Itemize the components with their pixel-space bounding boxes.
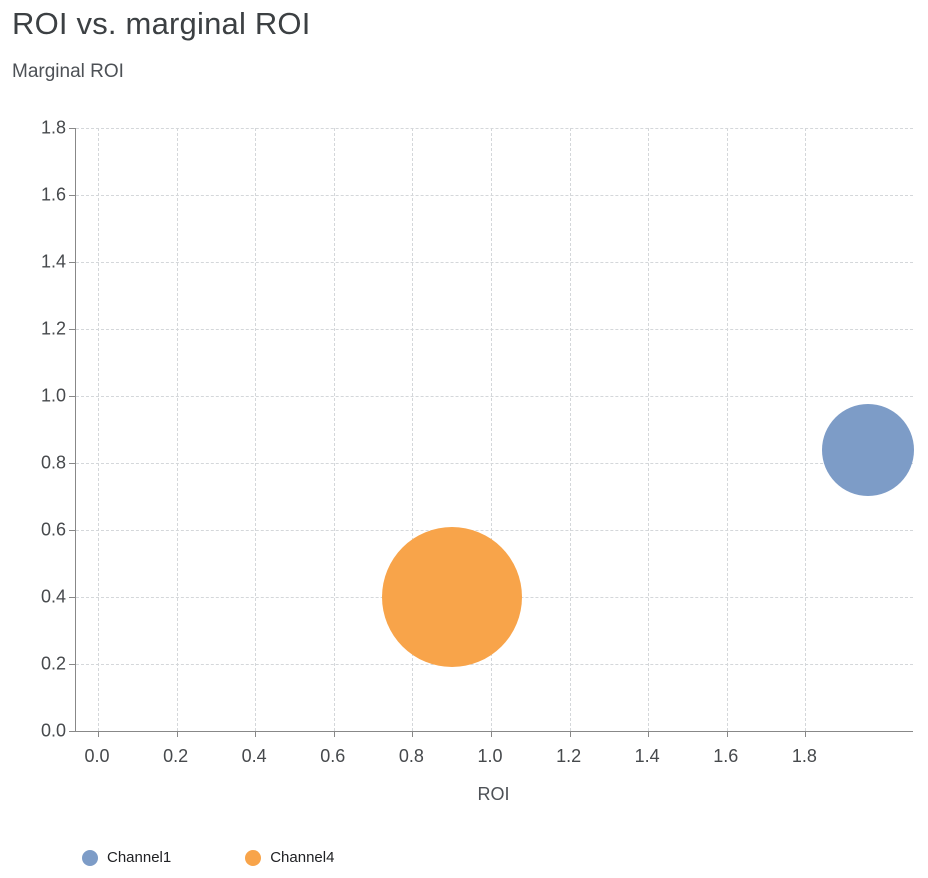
bubble-channel4[interactable] [381,527,522,667]
y-tick-label: 1.8 [40,117,66,138]
gridline-horizontal [76,463,913,464]
x-tick-label: 1.0 [477,746,503,766]
x-tick-label: 1.2 [556,746,582,766]
gridline-horizontal [76,664,913,665]
x-tick-label: 0.4 [241,746,267,766]
y-tick-label: 0.0 [40,720,66,741]
y-axis-tick [69,664,75,665]
x-axis-tick [98,731,99,737]
y-axis-tick [69,329,75,330]
y-axis-tick [69,262,75,263]
y-tick-label: 1.2 [40,318,66,339]
gridline-vertical [176,128,178,731]
y-axis-tick [69,195,75,196]
x-axis-tick [726,731,728,737]
y-tick-label: 1.4 [40,251,66,272]
gridline-vertical [98,128,99,731]
chart-title: ROI vs. marginal ROI [12,6,311,41]
y-tick-label: 1.0 [40,385,66,406]
legend-item-channel4: Channel4 [245,849,334,866]
x-axis-tick [176,731,178,737]
x-tick-label: 0.2 [163,746,189,766]
y-axis-tick [69,396,75,397]
x-tick-label: 1.4 [634,746,660,766]
bubble-channel1[interactable] [822,403,915,496]
x-axis-tick [569,731,571,737]
y-axis-tick [69,597,75,598]
gridline-horizontal [76,195,913,196]
gridline-horizontal [76,530,913,531]
y-axis-tick [69,463,75,464]
gridline-vertical [726,128,728,731]
x-axis-tick [491,731,492,737]
legend: Channel1 Channel4 [82,849,334,866]
x-tick-label: 1.8 [791,746,817,766]
x-axis-tick [412,731,414,737]
y-axis-tick [69,128,75,129]
gridline-vertical [255,128,257,731]
x-axis-tick [648,731,650,737]
x-tick-label: 0.0 [84,746,110,766]
legend-swatch-icon [82,849,98,866]
x-axis-tick [333,731,335,737]
x-axis-tick [255,731,257,737]
gridline-horizontal [76,128,913,129]
y-tick-label: 1.6 [40,184,66,205]
y-tick-label: 0.4 [40,586,66,607]
x-tick-label: 0.8 [398,746,424,766]
gridline-vertical [648,128,650,731]
y-axis-tick [69,530,75,531]
y-axis-tick [69,731,75,732]
x-tick-label: 0.6 [320,746,346,766]
gridline-horizontal [76,262,913,263]
legend-swatch-icon [245,849,262,866]
x-axis-tick [805,731,807,737]
gridline-vertical [412,128,414,731]
gridline-horizontal [76,396,913,397]
legend-label: Channel1 [107,849,172,866]
x-tick-label: 1.6 [713,746,739,766]
y-axis-title: Marginal ROI [12,61,124,82]
gridline-vertical [569,128,571,731]
legend-item-channel1: Channel1 [82,849,171,866]
gridline-vertical [491,128,492,731]
gridline-vertical [805,128,807,731]
legend-label: Channel4 [270,849,335,866]
y-tick-label: 0.6 [40,519,66,540]
y-tick-label: 0.2 [40,653,66,674]
x-axis-title: ROI [477,784,510,804]
gridline-vertical [333,128,335,731]
plot-area [69,128,915,737]
gridline-horizontal [76,329,913,330]
y-tick-label: 0.8 [40,452,66,473]
